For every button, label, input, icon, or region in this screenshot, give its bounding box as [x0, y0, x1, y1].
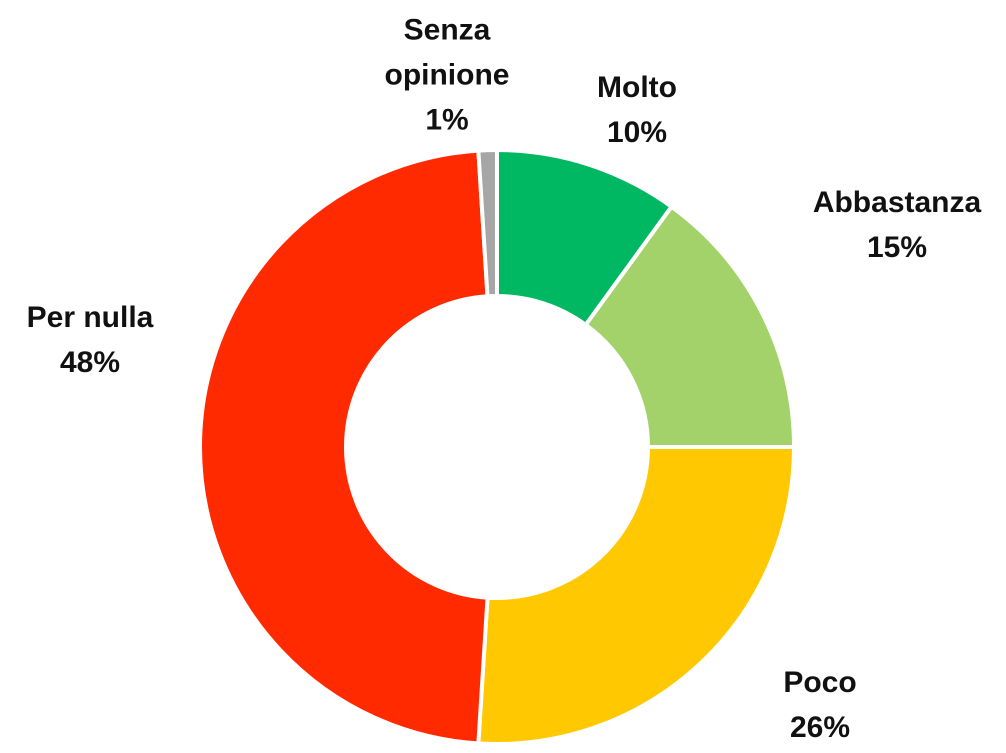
data-label: Per nulla 48%: [0, 295, 190, 385]
data-label: Abbastanza 15%: [777, 180, 1006, 270]
label-category: Per nulla: [26, 301, 154, 334]
donut-slice: [476, 445, 797, 746]
data-label: Senza opinione 1%: [362, 8, 532, 143]
label-category: Molto: [597, 71, 677, 104]
data-label: Molto 10%: [537, 65, 737, 155]
label-category: Senza opinione: [384, 13, 510, 92]
label-value: 48%: [59, 346, 121, 379]
donut-slice: [582, 203, 797, 449]
label-value: 1%: [425, 103, 469, 137]
label-value: 26%: [789, 711, 851, 744]
data-label: Poco 26%: [720, 660, 920, 750]
donut-slice: [198, 148, 490, 746]
label-category: Poco: [783, 666, 857, 699]
label-category: Abbastanza: [812, 186, 982, 219]
label-value: 15%: [866, 231, 928, 264]
label-value: 10%: [606, 116, 668, 149]
donut-slice: [476, 147, 499, 299]
